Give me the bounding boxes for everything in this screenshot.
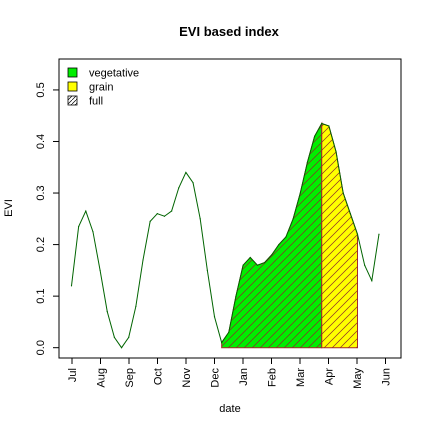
y-tick-label: 0.0 bbox=[35, 340, 47, 355]
legend-label-full: full bbox=[89, 96, 103, 108]
x-tick-label: Jan bbox=[238, 368, 250, 386]
data-point bbox=[299, 192, 301, 194]
region-grain-hatch bbox=[321, 123, 358, 348]
x-tick-label: Nov bbox=[181, 368, 193, 388]
data-point bbox=[335, 151, 337, 153]
evi-series-line bbox=[71, 122, 380, 349]
data-point bbox=[78, 225, 80, 228]
data-point bbox=[156, 213, 158, 215]
filled-regions bbox=[221, 121, 358, 349]
data-point bbox=[235, 295, 237, 297]
y-tick-label: 0.3 bbox=[35, 185, 47, 200]
data-point bbox=[364, 264, 366, 266]
data-point bbox=[192, 182, 194, 184]
x-tick-label: Apr bbox=[324, 368, 336, 385]
data-point bbox=[328, 125, 330, 127]
data-point bbox=[263, 262, 266, 264]
data-point bbox=[185, 171, 187, 174]
legend-label-grain: grain bbox=[89, 82, 113, 94]
chart-title: EVI based index bbox=[179, 24, 279, 39]
data-point bbox=[213, 316, 216, 318]
y-axis-title: EVI bbox=[3, 199, 15, 217]
data-point bbox=[242, 264, 244, 266]
data-point bbox=[278, 243, 280, 246]
data-point bbox=[371, 280, 373, 282]
data-point bbox=[314, 135, 316, 137]
x-tick-label: May bbox=[352, 368, 364, 389]
data-point bbox=[378, 233, 380, 235]
data-point bbox=[92, 231, 94, 233]
data-point bbox=[149, 220, 151, 222]
legend-label-vegetative: vegetative bbox=[89, 68, 139, 80]
data-point bbox=[256, 264, 258, 266]
data-point bbox=[271, 254, 273, 256]
region-vegetative-hatch bbox=[221, 123, 322, 348]
x-tick-label: Mar bbox=[295, 368, 307, 387]
x-tick-label: Feb bbox=[267, 368, 279, 387]
x-tick-label: Sep bbox=[124, 368, 136, 388]
data-point bbox=[342, 192, 344, 194]
data-point bbox=[85, 210, 87, 212]
x-tick-label: Jun bbox=[381, 368, 393, 386]
data-point bbox=[321, 122, 323, 125]
x-tick-label: Oct bbox=[153, 368, 165, 385]
data-point bbox=[221, 341, 223, 344]
x-tick-label: Jul bbox=[67, 368, 79, 382]
y-tick-label: 0.1 bbox=[35, 288, 47, 303]
data-point bbox=[70, 285, 73, 287]
data-point bbox=[349, 213, 351, 215]
data-point bbox=[99, 269, 101, 271]
legend-swatch-vegetative bbox=[67, 67, 78, 78]
legend: vegetative grain full bbox=[67, 67, 139, 108]
data-point bbox=[178, 187, 180, 189]
x-tick-label: Aug bbox=[96, 368, 108, 388]
data-point bbox=[292, 218, 294, 220]
x-axis: Jul Aug Sep Oct Nov Dec Jan Feb Mar Apr May Jun bbox=[67, 357, 393, 389]
x-tick-label: Dec bbox=[210, 368, 222, 388]
data-point bbox=[142, 259, 144, 261]
data-point bbox=[249, 256, 251, 259]
x-axis-title: date bbox=[219, 403, 240, 415]
data-point bbox=[128, 336, 130, 338]
data-point bbox=[228, 331, 230, 333]
data-point bbox=[356, 233, 359, 235]
y-tick-label: 0.5 bbox=[35, 82, 47, 97]
legend-swatch-grain bbox=[67, 81, 78, 92]
y-axis: 0.0 0.1 0.2 0.3 0.4 0.5 bbox=[35, 82, 60, 355]
data-point bbox=[171, 210, 173, 212]
data-point bbox=[199, 218, 201, 220]
series-layer bbox=[70, 122, 380, 349]
data-point bbox=[163, 215, 166, 217]
y-tick-label: 0.4 bbox=[35, 134, 47, 149]
data-point bbox=[120, 347, 123, 349]
data-point bbox=[306, 161, 309, 163]
data-point bbox=[206, 269, 208, 271]
data-point bbox=[106, 311, 108, 313]
data-point bbox=[113, 336, 115, 338]
y-tick-label: 0.2 bbox=[35, 237, 47, 252]
legend-swatch-full-hatch bbox=[68, 96, 77, 105]
data-point bbox=[135, 305, 137, 308]
data-point bbox=[285, 236, 287, 238]
